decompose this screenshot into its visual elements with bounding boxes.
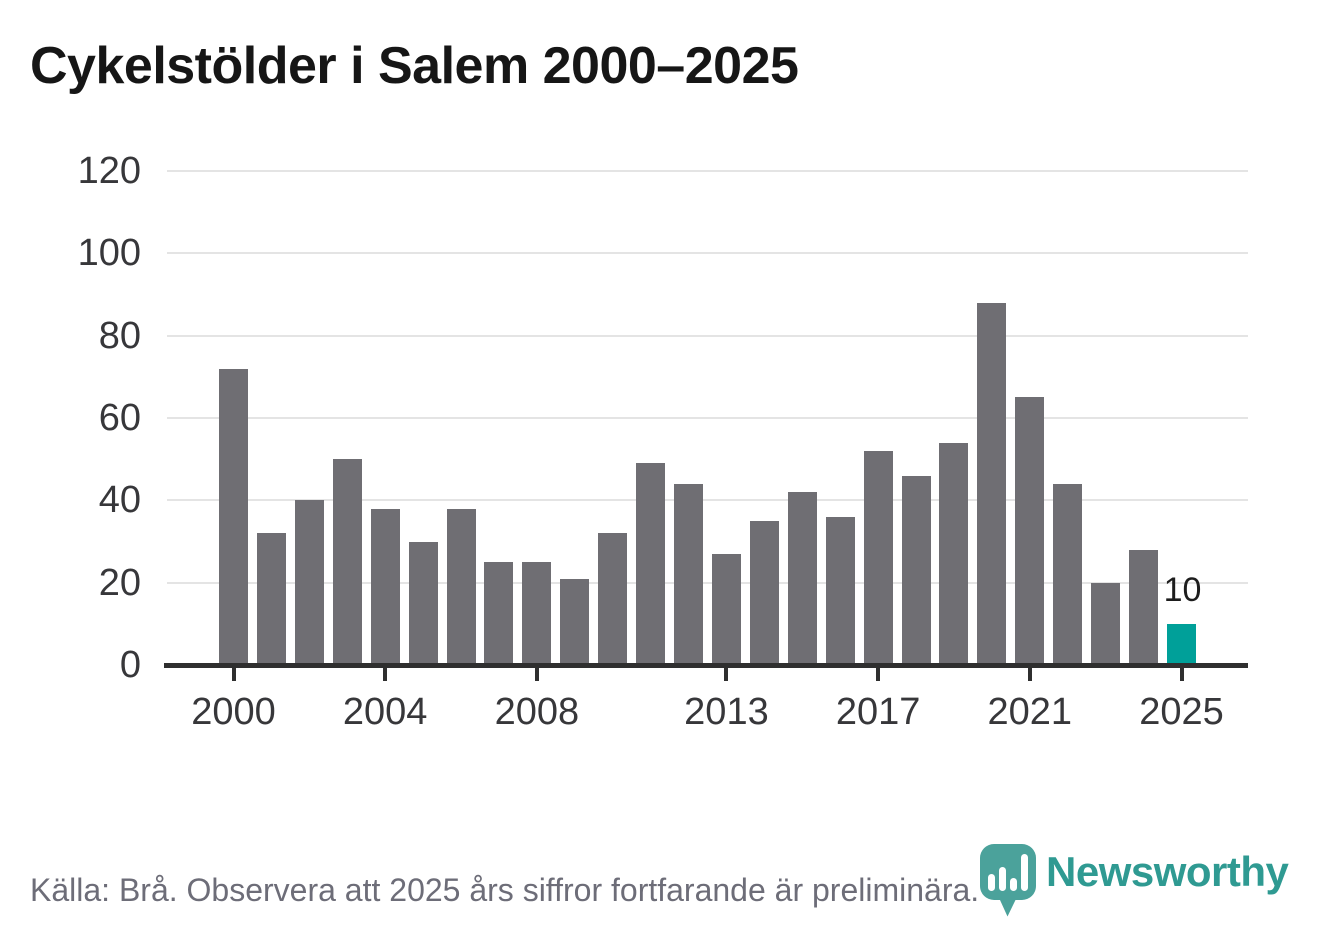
bar-2017[interactable] [863,450,893,665]
bar-2014[interactable] [749,520,779,665]
x-axis-tick-2004 [383,668,388,681]
bar-2012[interactable] [674,483,704,665]
x-axis-tick-2000 [231,668,236,681]
newsworthy-pin-barchart-icon [980,844,1036,917]
y-axis-label-20: 20 [98,561,141,604]
bar-2008[interactable] [522,562,552,665]
newsworthy-logo[interactable]: Newsworthy [980,842,1322,932]
bar-2001[interactable] [256,533,286,665]
x-axis-tick-2025 [1179,668,1184,681]
bar-2024[interactable] [1129,549,1159,665]
gridline-80 [167,334,1248,337]
bar-2013[interactable] [711,553,741,665]
gridline-100 [167,252,1248,255]
bar-2002[interactable] [294,500,324,665]
x-axis-label-2021: 2021 [987,691,1073,733]
bar-2000[interactable] [219,368,248,665]
bar-2016[interactable] [825,516,855,665]
newsworthy-wordmark: Newsworthy [1046,848,1289,895]
x-axis-line [164,663,1248,668]
chart-title: Cykelstölder i Salem 2000–2025 [30,37,799,95]
x-axis-label-2013: 2013 [684,691,769,733]
x-axis-tick-2008 [534,668,539,681]
bar-2020[interactable] [977,302,1007,665]
x-axis-label-2004: 2004 [342,691,428,733]
bar-2022[interactable] [1053,483,1083,665]
bar-2004[interactable] [370,508,400,665]
y-axis-label-80: 80 [98,314,141,357]
gridline-120 [167,170,1248,172]
bar-2018[interactable] [901,475,931,665]
bar-2007[interactable] [484,562,514,665]
y-axis-label-0: 0 [119,644,141,686]
bar-2011[interactable] [636,463,666,665]
bar-2025[interactable] [1167,623,1196,665]
y-axis-label-40: 40 [98,479,141,522]
y-axis-label-120: 120 [77,150,141,192]
bar-2023[interactable] [1091,582,1121,665]
x-axis-label-2008: 2008 [494,691,580,733]
bar-2009[interactable] [560,578,590,665]
x-axis-tick-2013 [724,668,729,681]
bar-2005[interactable] [408,541,438,665]
y-axis-label-60: 60 [98,397,141,439]
x-axis-tick-2017 [876,668,881,681]
x-axis-tick-2021 [1027,668,1032,681]
gridline-40 [167,499,1248,502]
bar-2021[interactable] [1015,397,1045,665]
data-label-2025: 10 [1163,570,1202,609]
bar-2019[interactable] [939,442,969,665]
bar-2006[interactable] [446,508,476,665]
x-axis-label-2025: 2025 [1139,691,1224,733]
bar-2010[interactable] [598,533,628,665]
source-note: Källa: Brå. Observera att 2025 års siffr… [30,872,980,908]
x-axis-label-2000: 2000 [191,691,276,733]
y-axis-label-100: 100 [77,232,141,275]
bar-2015[interactable] [787,492,817,665]
x-axis-label-2017: 2017 [835,691,921,733]
gridline-60 [167,417,1248,419]
bar-2003[interactable] [332,459,362,665]
gridline-20 [167,581,1248,584]
